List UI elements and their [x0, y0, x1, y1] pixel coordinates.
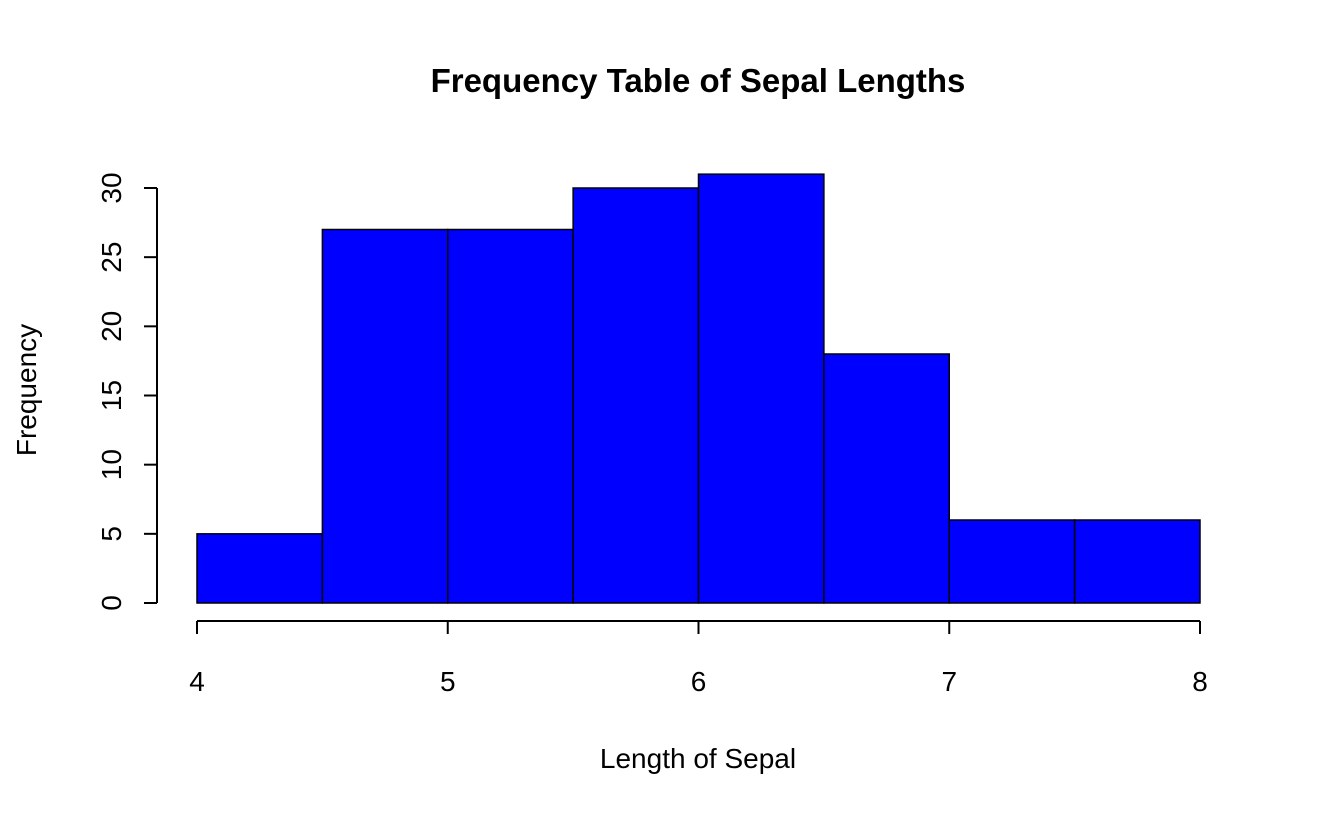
- y-tick-label-25: 25: [96, 242, 127, 273]
- bar-8: [1073, 519, 1201, 604]
- y-tick-label-10: 10: [96, 449, 127, 480]
- y-axis: 0 5 10 15 20 25 30: [96, 172, 158, 611]
- x-axis-label: Length of Sepal: [600, 743, 796, 774]
- x-tick-label-4: 4: [189, 666, 205, 697]
- x-tick-label-6: 6: [691, 666, 707, 697]
- bar-5: [697, 173, 825, 604]
- y-tick-label-20: 20: [96, 311, 127, 342]
- y-tick-label-0: 0: [96, 595, 127, 611]
- bars-group: [196, 173, 1201, 604]
- y-axis-label: Frequency: [11, 324, 42, 456]
- chart-title: Frequency Table of Sepal Lengths: [431, 62, 966, 99]
- x-tick-label-8: 8: [1192, 666, 1208, 697]
- bar-6: [823, 353, 950, 604]
- bar-1: [196, 533, 324, 604]
- x-axis: 4 5 6 7 8: [189, 620, 1208, 697]
- bar-4: [572, 187, 700, 604]
- y-tick-label-5: 5: [96, 526, 127, 542]
- x-tick-label-7: 7: [941, 666, 957, 697]
- bar-3: [447, 228, 574, 604]
- y-tick-label-15: 15: [96, 380, 127, 411]
- y-tick-label-30: 30: [96, 172, 127, 203]
- bar-2: [321, 228, 449, 604]
- bar-7: [948, 519, 1076, 604]
- x-tick-label-5: 5: [440, 666, 456, 697]
